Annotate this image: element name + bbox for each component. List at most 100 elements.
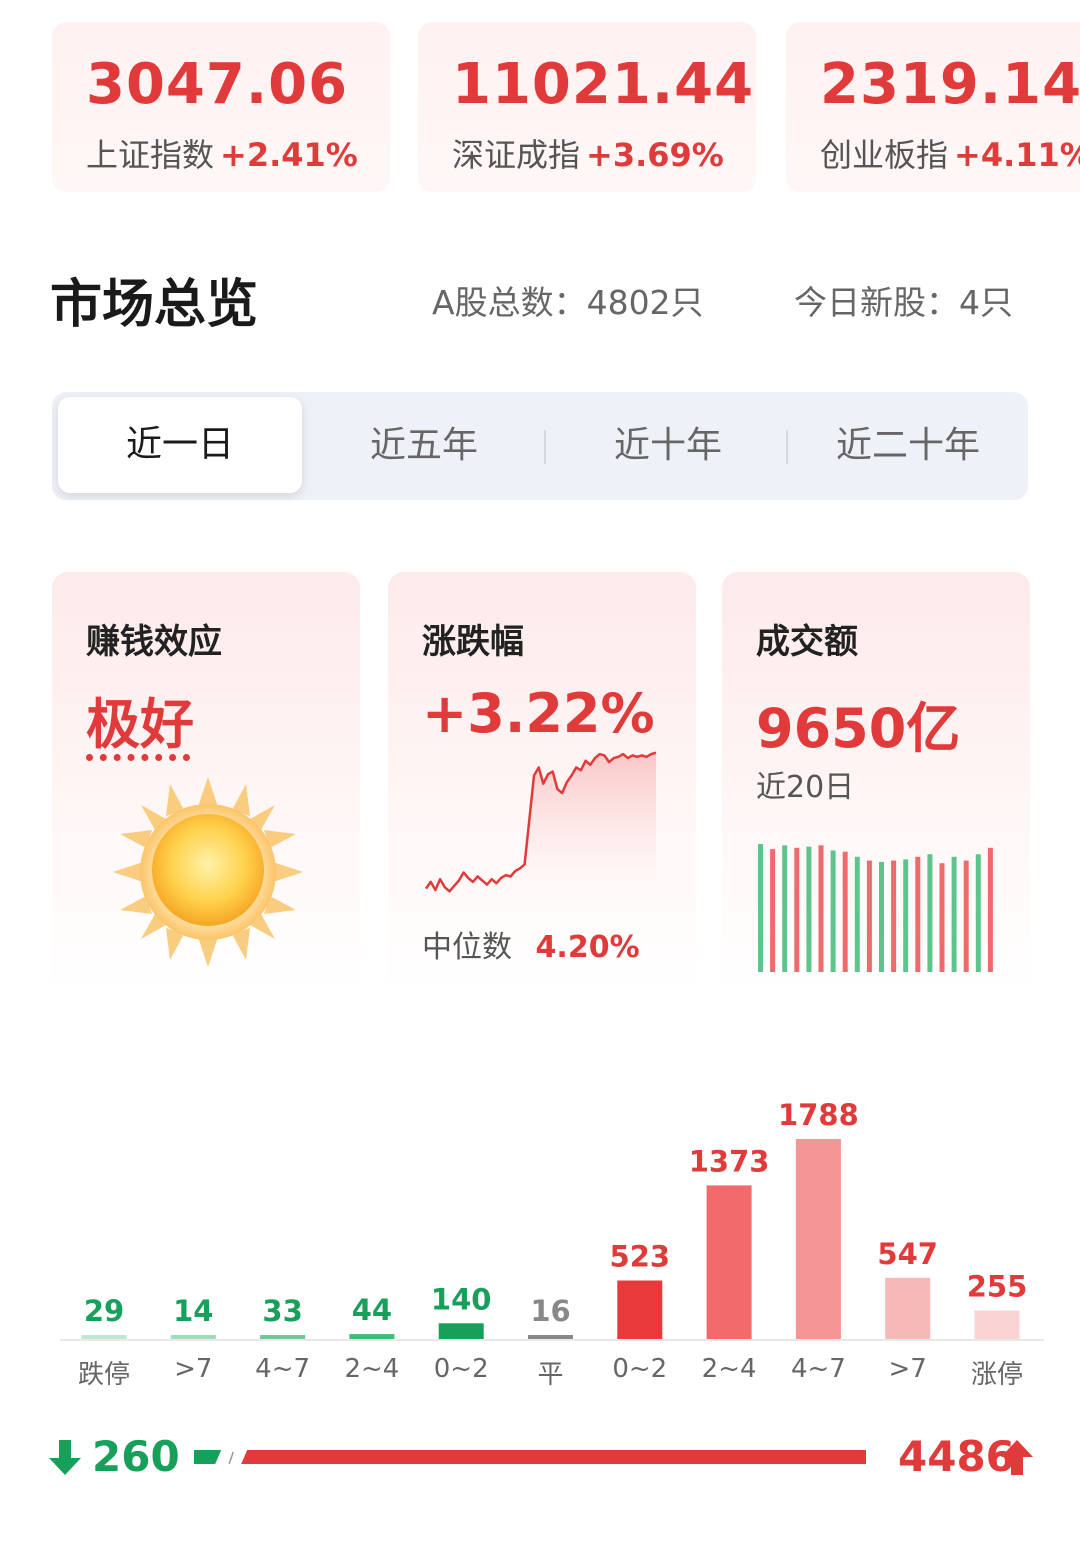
line-area (426, 752, 656, 900)
median-label: 中位数 (422, 930, 512, 965)
distribution-value: 16 (530, 1294, 570, 1328)
distribution-value: 33 (262, 1294, 302, 1328)
distribution-bar (617, 1280, 663, 1339)
tab-divider (544, 430, 546, 464)
median-value: 4.20% (535, 930, 640, 965)
total-stocks: A股总数：4802只 (432, 283, 704, 322)
volume-bar (963, 860, 969, 972)
volume-bar (903, 859, 909, 972)
distribution-category: >7 (174, 1354, 213, 1384)
tab-20y[interactable]: 近二十年 (835, 425, 980, 466)
volume-period: 近20日 (756, 770, 855, 805)
tab-1d[interactable]: 近一日 (58, 397, 302, 493)
distribution-category: 4~7 (790, 1354, 846, 1384)
up-count: 4486 (898, 1432, 1015, 1481)
distribution-bar (885, 1277, 931, 1339)
index-change: +2.41% (220, 136, 358, 174)
down-count: 260 (92, 1432, 180, 1481)
index-name: 创业板指 +4.11% (820, 130, 1080, 176)
volume-bar (806, 846, 812, 972)
distribution-category: 涨停 (970, 1360, 1023, 1390)
distribution-bar (81, 1335, 127, 1339)
volume-bar (770, 849, 776, 972)
index-name-label: 创业板指 (820, 136, 949, 174)
distribution-value: 1373 (689, 1144, 770, 1178)
volume-bar (975, 854, 981, 972)
distribution-bar (528, 1335, 573, 1339)
section-title: 市场总览 (50, 275, 259, 335)
index-change: +4.11% (954, 136, 1080, 174)
sentiment-title: 赚钱效应 (86, 622, 222, 662)
volume-bar (854, 856, 860, 972)
tab-10y[interactable]: 近十年 (613, 425, 722, 466)
ratio-divider (228, 1451, 234, 1465)
index-card-shenzhen[interactable]: 11021.44 深证成指 +3.69% (418, 22, 756, 192)
distribution-category: 2~4 (344, 1354, 400, 1384)
volume-bar (866, 860, 872, 972)
up-ratio-segment (241, 1450, 866, 1464)
distribution-value: 44 (352, 1293, 392, 1327)
intraday-line-chart (424, 751, 657, 900)
arrow-down-icon (49, 1440, 81, 1475)
distribution-value: 523 (610, 1240, 671, 1274)
volume-bar (879, 861, 884, 972)
distribution-value: 255 (967, 1270, 1028, 1304)
volume-bar (951, 856, 957, 972)
change-card[interactable]: 涨跌幅 +3.22% 中位数 4.20% (388, 572, 696, 992)
sentiment-underline (86, 754, 190, 761)
distribution-bar (706, 1185, 752, 1339)
tab-divider (786, 430, 788, 464)
distribution-category: 平 (537, 1360, 564, 1390)
period-tabs: 近一日 近五年 近十年 近二十年 (52, 392, 1028, 500)
volume-bar (927, 854, 933, 972)
new-stocks: 今日新股：4只 (794, 283, 1013, 322)
index-card-shanghai[interactable]: 3047.06 上证指数 +2.41% (52, 22, 390, 192)
distribution-bar (349, 1334, 395, 1339)
distribution-bar (170, 1335, 216, 1339)
change-title: 涨跌幅 (422, 622, 524, 662)
index-value: 11021.44 (452, 52, 755, 117)
distribution-category: 2~4 (701, 1354, 757, 1384)
up-down-ratio-bar (194, 1450, 866, 1465)
volume-bar (818, 845, 824, 972)
volume-bar-chart (758, 844, 993, 972)
index-name-label: 深证成指 (452, 136, 581, 174)
volume-bar (794, 847, 800, 972)
distribution-value: 1788 (778, 1098, 859, 1132)
distribution-value: 547 (877, 1237, 938, 1271)
index-name: 深证成指 +3.69% (452, 130, 724, 176)
volume-bar (830, 850, 836, 972)
distribution-value: 14 (173, 1294, 213, 1328)
distribution-category: 跌停 (77, 1360, 130, 1390)
distribution-bar (974, 1310, 1020, 1339)
volume-card[interactable]: 成交额 9650亿 近20日 (722, 572, 1030, 992)
index-name-label: 上证指数 (86, 136, 215, 174)
index-card-chinext[interactable]: 2319.14 创业板指 +4.11% (786, 22, 1080, 192)
index-value: 2319.14 (820, 52, 1080, 117)
volume-bar (915, 856, 921, 972)
volume-value: 9650亿 (756, 697, 961, 760)
volume-title: 成交额 (756, 622, 858, 662)
index-name: 上证指数 +2.41% (86, 130, 358, 176)
sun-icon (113, 777, 303, 967)
volume-bar (891, 860, 897, 972)
median-row: 中位数 4.20% (422, 922, 640, 966)
line-series (424, 751, 657, 893)
distribution-value: 29 (84, 1294, 124, 1328)
distribution-category: >7 (888, 1354, 927, 1384)
volume-bar (758, 844, 763, 972)
sentiment-card[interactable]: 赚钱效应 极好 (52, 572, 360, 992)
volume-bar (782, 845, 788, 972)
down-ratio-segment (194, 1450, 222, 1464)
distribution-bar (795, 1139, 841, 1339)
index-change: +3.69% (586, 136, 724, 174)
arrow-up-icon (1001, 1440, 1033, 1475)
distribution-category: 0~2 (612, 1354, 668, 1384)
tab-5y[interactable]: 近五年 (369, 425, 478, 466)
volume-bar (939, 863, 945, 972)
distribution-category: 0~2 (433, 1354, 489, 1384)
volume-bar (987, 847, 993, 972)
sentiment-value: 极好 (86, 693, 194, 756)
volume-bar (842, 851, 848, 972)
